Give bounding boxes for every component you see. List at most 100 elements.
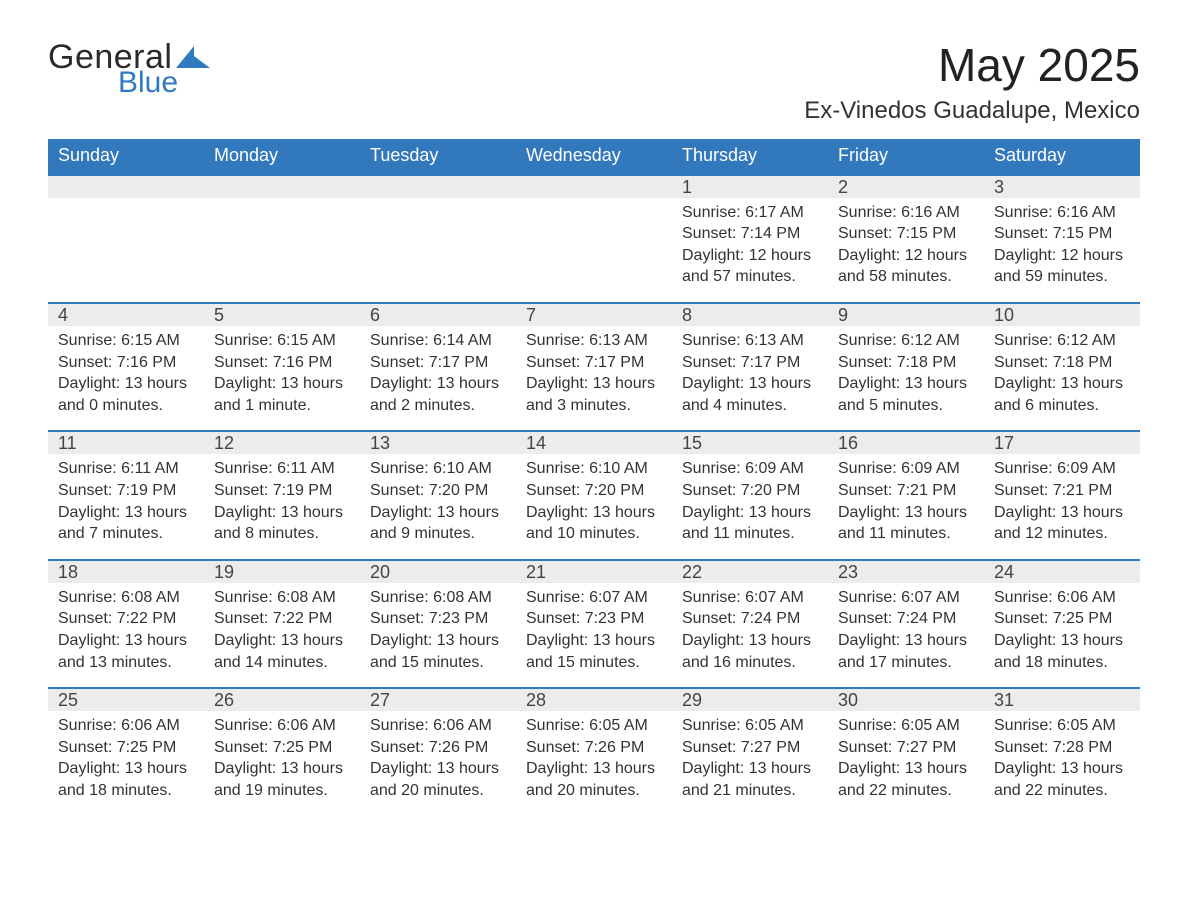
sunrise-text: Sunrise: 6:15 AM: [58, 330, 194, 352]
daylight-text-1: Daylight: 13 hours: [370, 630, 506, 652]
daylight-text-1: Daylight: 13 hours: [682, 502, 818, 524]
day-details: Sunrise: 6:05 AMSunset: 7:27 PMDaylight:…: [828, 711, 984, 801]
header-row: General Blue May 2025 Ex-Vinedos Guadalu…: [48, 40, 1140, 125]
day-number: 11: [48, 432, 204, 454]
daylight-text-1: Daylight: 13 hours: [994, 373, 1130, 395]
weekday-header-row: Sunday Monday Tuesday Wednesday Thursday…: [48, 139, 1140, 174]
calendar-day: 1Sunrise: 6:17 AMSunset: 7:14 PMDaylight…: [672, 176, 828, 302]
day-details: Sunrise: 6:06 AMSunset: 7:25 PMDaylight:…: [984, 583, 1140, 673]
daylight-text-2: and 12 minutes.: [994, 523, 1130, 545]
sunrise-text: Sunrise: 6:09 AM: [994, 458, 1130, 480]
sunset-text: Sunset: 7:26 PM: [526, 737, 662, 759]
day-details: [48, 198, 204, 278]
day-number: 26: [204, 689, 360, 711]
calendar-day: 13Sunrise: 6:10 AMSunset: 7:20 PMDayligh…: [360, 432, 516, 558]
daylight-text-2: and 11 minutes.: [682, 523, 818, 545]
calendar-day: 18 Sunrise: 6:08 AMSunset: 7:22 PMDayligh…: [48, 561, 204, 687]
day-details: Sunrise: 6:06 AMSunset: 7:25 PMDaylight:…: [48, 711, 204, 801]
day-details: Sunrise: 6:10 AMSunset: 7:20 PMDaylight:…: [516, 454, 672, 544]
calendar-day: 8Sunrise: 6:13 AMSunset: 7:17 PMDaylight…: [672, 304, 828, 430]
sunrise-text: Sunrise: 6:06 AM: [214, 715, 350, 737]
sunset-text: Sunset: 7:23 PM: [370, 608, 506, 630]
day-number: 25: [48, 689, 204, 711]
day-details: Sunrise: 6:07 AMSunset: 7:24 PMDaylight:…: [828, 583, 984, 673]
sunrise-text: Sunrise: 6:10 AM: [526, 458, 662, 480]
daylight-text-1: Daylight: 13 hours: [58, 630, 194, 652]
day-number: 23: [828, 561, 984, 583]
sunrise-text: Sunrise: 6:07 AM: [682, 587, 818, 609]
day-number: 18: [48, 561, 204, 583]
sunrise-text: Sunrise: 6:14 AM: [370, 330, 506, 352]
day-number: 21: [516, 561, 672, 583]
day-number: 30: [828, 689, 984, 711]
calendar-grid: Sunday Monday Tuesday Wednesday Thursday…: [48, 139, 1140, 816]
sunset-text: Sunset: 7:16 PM: [214, 352, 350, 374]
calendar-day: 9Sunrise: 6:12 AMSunset: 7:18 PMDaylight…: [828, 304, 984, 430]
daylight-text-1: Daylight: 13 hours: [58, 758, 194, 780]
day-details: Sunrise: 6:13 AMSunset: 7:17 PMDaylight:…: [672, 326, 828, 416]
sunset-text: Sunset: 7:20 PM: [682, 480, 818, 502]
daylight-text-1: Daylight: 13 hours: [838, 373, 974, 395]
day-details: Sunrise: 6:06 AMSunset: 7:26 PMDaylight:…: [360, 711, 516, 801]
daylight-text-2: and 18 minutes.: [58, 780, 194, 802]
sunrise-text: Sunrise: 6:08 AM: [58, 587, 194, 609]
day-number: 31: [984, 689, 1140, 711]
calendar-day: 23Sunrise: 6:07 AMSunset: 7:24 PMDayligh…: [828, 561, 984, 687]
sunrise-text: Sunrise: 6:13 AM: [682, 330, 818, 352]
calendar-day: [204, 176, 360, 302]
day-number: 24: [984, 561, 1140, 583]
sunset-text: Sunset: 7:19 PM: [214, 480, 350, 502]
day-number: 4: [48, 304, 204, 326]
sunrise-text: Sunrise: 6:08 AM: [214, 587, 350, 609]
day-details: Sunrise: 6:07 AMSunset: 7:23 PMDaylight:…: [516, 583, 672, 673]
day-number: 22: [672, 561, 828, 583]
daylight-text-1: Daylight: 13 hours: [682, 758, 818, 780]
day-number: 20: [360, 561, 516, 583]
sunrise-text: Sunrise: 6:05 AM: [838, 715, 974, 737]
daylight-text-1: Daylight: 13 hours: [370, 373, 506, 395]
sunrise-text: Sunrise: 6:07 AM: [526, 587, 662, 609]
day-details: [516, 198, 672, 278]
sunset-text: Sunset: 7:22 PM: [58, 608, 194, 630]
sunrise-text: Sunrise: 6:05 AM: [994, 715, 1130, 737]
day-details: Sunrise: 6:05 AMSunset: 7:28 PMDaylight:…: [984, 711, 1140, 801]
sunset-text: Sunset: 7:16 PM: [58, 352, 194, 374]
day-details: Sunrise: 6:08 AMSunset: 7:22 PMDaylight:…: [204, 583, 360, 673]
day-number: 13: [360, 432, 516, 454]
day-details: Sunrise: 6:13 AMSunset: 7:17 PMDaylight:…: [516, 326, 672, 416]
calendar-week: 18Sunrise: 6:08 AMSunset: 7:22 PMDayligh…: [48, 559, 1140, 687]
calendar-day: [516, 176, 672, 302]
calendar-day: 12Sunrise: 6:11 AMSunset: 7:19 PMDayligh…: [204, 432, 360, 558]
day-details: Sunrise: 6:07 AMSunset: 7:24 PMDaylight:…: [672, 583, 828, 673]
daylight-text-1: Daylight: 13 hours: [370, 758, 506, 780]
day-number: 6: [360, 304, 516, 326]
sunrise-text: Sunrise: 6:06 AM: [58, 715, 194, 737]
weekday-label: Wednesday: [516, 139, 672, 174]
daylight-text-2: and 8 minutes.: [214, 523, 350, 545]
sunset-text: Sunset: 7:21 PM: [994, 480, 1130, 502]
sunrise-text: Sunrise: 6:05 AM: [526, 715, 662, 737]
day-number: [360, 176, 516, 198]
day-number: 9: [828, 304, 984, 326]
sunrise-text: Sunrise: 6:11 AM: [58, 458, 194, 480]
calendar-day: 28Sunrise: 6:05 AMSunset: 7:26 PMDayligh…: [516, 689, 672, 815]
daylight-text-1: Daylight: 13 hours: [58, 502, 194, 524]
day-number: 15: [672, 432, 828, 454]
month-title: May 2025: [804, 40, 1140, 91]
daylight-text-1: Daylight: 13 hours: [838, 758, 974, 780]
calendar-day: 24Sunrise: 6:06 AMSunset: 7:25 PMDayligh…: [984, 561, 1140, 687]
daylight-text-1: Daylight: 12 hours: [682, 245, 818, 267]
calendar-week: 1Sunrise: 6:17 AMSunset: 7:14 PMDaylight…: [48, 174, 1140, 302]
sunset-text: Sunset: 7:20 PM: [526, 480, 662, 502]
calendar-week: 25Sunrise: 6:06 AMSunset: 7:25 PMDayligh…: [48, 687, 1140, 815]
calendar-day: 10Sunrise: 6:12 AMSunset: 7:18 PMDayligh…: [984, 304, 1140, 430]
daylight-text-1: Daylight: 13 hours: [838, 502, 974, 524]
sunrise-text: Sunrise: 6:16 AM: [994, 202, 1130, 224]
day-details: [204, 198, 360, 278]
daylight-text-2: and 20 minutes.: [370, 780, 506, 802]
sunrise-text: Sunrise: 6:11 AM: [214, 458, 350, 480]
daylight-text-1: Daylight: 13 hours: [214, 502, 350, 524]
day-details: Sunrise: 6:08 AMSunset: 7:23 PMDaylight:…: [360, 583, 516, 673]
day-number: 2: [828, 176, 984, 198]
sunrise-text: Sunrise: 6:07 AM: [838, 587, 974, 609]
